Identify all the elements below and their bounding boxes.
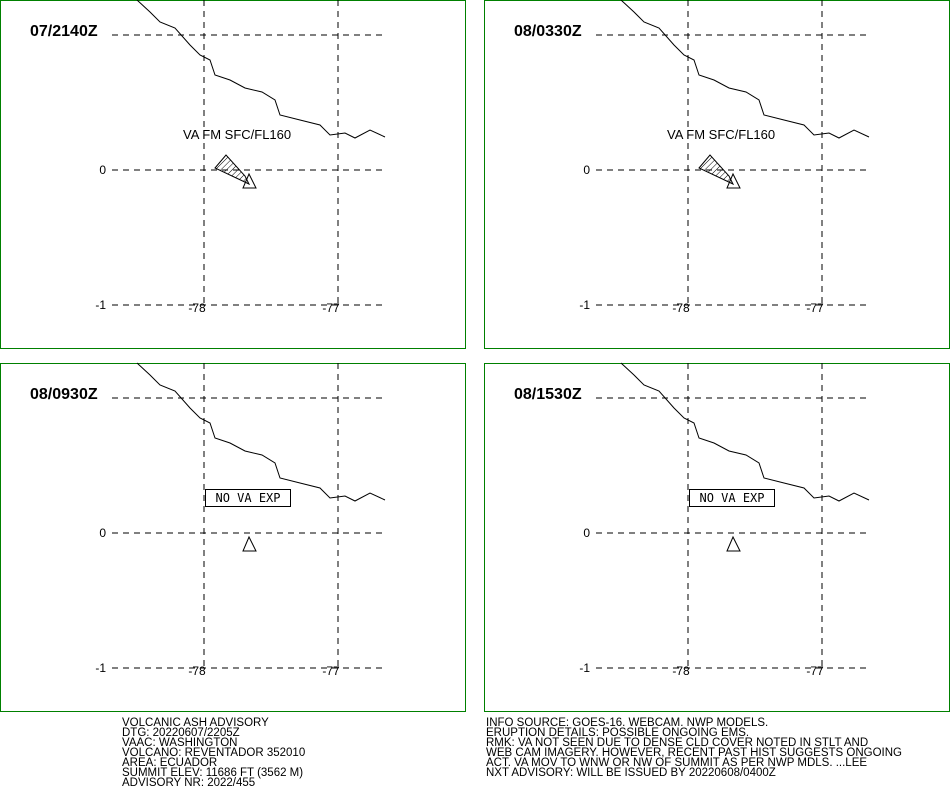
note-box — [689, 489, 775, 507]
map-panel: 0 -1 -78 -77 08/0930Z NO VA EXP — [0, 362, 466, 712]
advisory-line: RMK: VA NOT SEEN DUE TO DENSE CLD COVER … — [486, 737, 868, 749]
advisory-line: ERUPTION DETAILS: POSSIBLE ONGOING EMS. — [486, 727, 749, 739]
coastline — [620, 0, 870, 139]
advisory-line: NXT ADVISORY: WILL BE ISSUED BY 20220608… — [486, 767, 776, 779]
valid-time: 08/0930Z — [30, 386, 98, 403]
ash-label: VA FM SFC/FL160 — [667, 127, 775, 142]
lat-label: -1 — [579, 298, 590, 312]
advisory-line: SUMMIT ELEV: 11686 FT (3562 M) — [122, 767, 303, 779]
lat-label: -1 — [95, 298, 106, 312]
volcano-symbol — [242, 535, 257, 552]
coastline — [136, 0, 386, 139]
ash-area — [214, 154, 251, 186]
volcano-symbol — [726, 535, 741, 552]
lat-label: 0 — [99, 163, 106, 177]
map-panel: 0 -1 -78 -77 08/0330Z VA FM SFC/FL160 — [484, 0, 950, 349]
advisory-line: VAAC: WASHINGTON — [122, 737, 237, 749]
advisory-line: DTG: 20220607/2205Z — [122, 727, 240, 739]
valid-time: 08/0330Z — [514, 23, 582, 40]
lon-label: -78 — [188, 301, 206, 315]
valid-time: 08/1530Z — [514, 386, 582, 403]
map-panel: 0 -1 -78 -77 08/1530Z NO VA EXP — [484, 362, 950, 712]
coastline — [136, 362, 386, 502]
ash-area — [698, 154, 735, 186]
note-text: NO VA EXP — [215, 491, 280, 505]
note-text: NO VA EXP — [699, 491, 764, 505]
advisory-line: WEB CAM IMAGERY. HOWEVER, RECENT PAST HI… — [486, 747, 902, 759]
lon-label: -78 — [672, 301, 690, 315]
lat-label: 0 — [583, 526, 590, 540]
advisory-line: VOLCANIC ASH ADVISORY — [122, 717, 269, 729]
advisory-line: ACT. VA MOV TO WNW OR NW OF SUMMIT AS PE… — [486, 757, 867, 769]
note-box — [205, 489, 291, 507]
lat-label: 0 — [583, 163, 590, 177]
map-panel: 0 -1 -78 -77 07/2140Z VA FM SFC/FL160 — [0, 0, 466, 349]
panel-border — [0, 363, 466, 712]
lon-label: -77 — [806, 301, 824, 315]
lon-label: -78 — [188, 664, 206, 678]
advisory-line: ADVISORY NR: 2022/455 — [122, 777, 255, 789]
advisory-line: AREA: ECUADOR — [122, 757, 217, 769]
panel-border — [484, 363, 950, 712]
lat-label: 0 — [99, 526, 106, 540]
lon-label: -77 — [806, 664, 824, 678]
panel-border — [0, 0, 466, 349]
lon-label: -77 — [322, 664, 340, 678]
lon-label: -78 — [672, 664, 690, 678]
valid-time: 07/2140Z — [30, 23, 98, 40]
coastline — [620, 362, 870, 502]
advisory-line: INFO SOURCE: GOES-16. WEBCAM. NWP MODELS… — [486, 717, 768, 729]
ash-label: VA FM SFC/FL160 — [183, 127, 291, 142]
lon-label: -77 — [322, 301, 340, 315]
advisory-line: VOLCANO: REVENTADOR 352010 — [122, 747, 305, 759]
lat-label: -1 — [95, 661, 106, 675]
lat-label: -1 — [579, 661, 590, 675]
